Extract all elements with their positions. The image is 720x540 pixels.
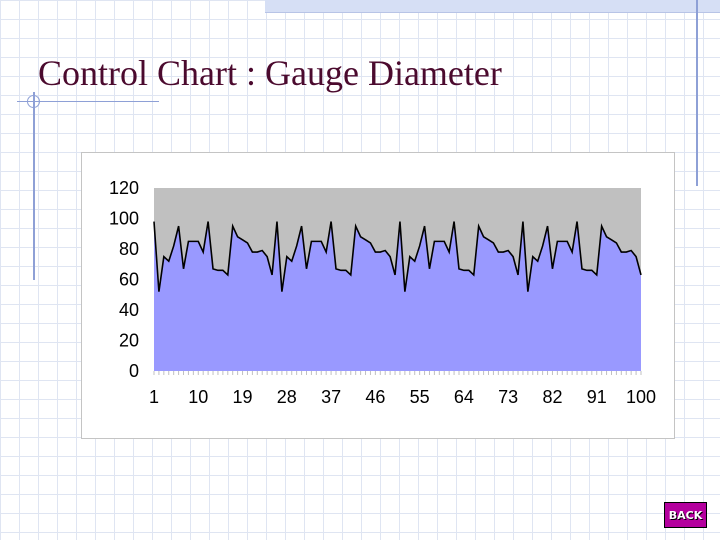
y-tick-label: 80 xyxy=(119,239,139,259)
decorative-ring-icon xyxy=(27,95,40,108)
y-axis: 0 20 40 60 80 100 120 xyxy=(109,178,139,381)
right-decorative-line xyxy=(696,0,698,186)
x-tick-label: 10 xyxy=(188,387,208,407)
top-decorative-band xyxy=(265,0,720,13)
x-tick-label: 55 xyxy=(410,387,430,407)
y-tick-label: 60 xyxy=(119,270,139,290)
y-tick-label: 40 xyxy=(119,300,139,320)
x-tick-label: 19 xyxy=(233,387,253,407)
y-tick-label: 0 xyxy=(129,361,139,381)
x-tick-label: 64 xyxy=(454,387,474,407)
left-decorative-line xyxy=(33,92,35,280)
y-tick-label: 100 xyxy=(109,209,139,229)
control-chart: 0 20 40 60 80 100 120 1 10 19 28 37 46 55 64 73 82 91 100 xyxy=(109,178,656,407)
x-axis: 1 10 19 28 37 46 55 64 73 82 91 100 xyxy=(149,371,656,407)
x-tick-label: 100 xyxy=(626,387,656,407)
x-tick-label: 82 xyxy=(542,387,562,407)
x-tick-label: 28 xyxy=(277,387,297,407)
x-tick-label: 37 xyxy=(321,387,341,407)
chart-container: 0 20 40 60 80 100 120 1 10 19 28 37 46 55 64 73 82 91 100 xyxy=(81,152,675,439)
data-line xyxy=(153,221,642,292)
x-tick-label: 91 xyxy=(587,387,607,407)
x-tick-label: 46 xyxy=(365,387,385,407)
x-tick-label: 73 xyxy=(498,387,518,407)
y-tick-label: 120 xyxy=(109,178,139,198)
x-tick-label: 1 xyxy=(149,387,159,407)
data-area xyxy=(154,221,641,371)
title-underline xyxy=(17,101,159,102)
page-title: Control Chart : Gauge Diameter xyxy=(38,53,502,93)
y-tick-label: 20 xyxy=(119,331,139,351)
back-button[interactable]: BACK xyxy=(664,502,707,528)
